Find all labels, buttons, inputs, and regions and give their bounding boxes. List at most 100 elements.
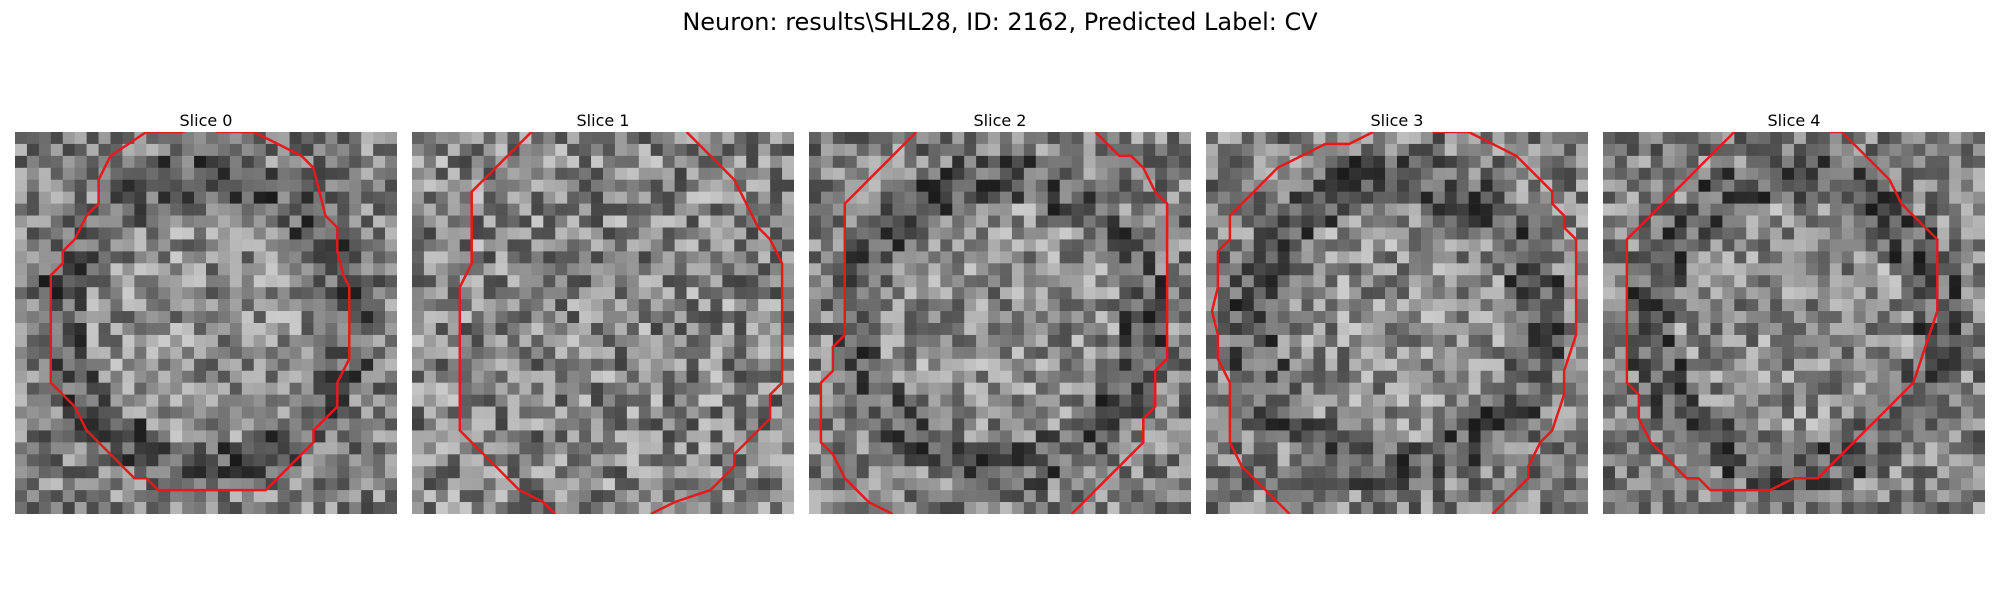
pixel [1770, 191, 1783, 204]
pixel [122, 263, 135, 276]
pixel [1829, 334, 1843, 348]
pixel [1937, 167, 1950, 181]
pixel [1397, 358, 1410, 372]
pixel [1805, 311, 1819, 324]
pixel [86, 263, 99, 276]
pixel [1794, 287, 1807, 300]
pixel [1504, 502, 1517, 514]
pixel [1083, 346, 1096, 360]
pixel [1397, 323, 1410, 336]
pixel [904, 418, 917, 431]
pixel [1131, 454, 1144, 467]
pixel [1373, 394, 1386, 407]
pixel [964, 406, 977, 419]
pixel [662, 132, 675, 145]
pixel [1059, 430, 1072, 443]
pixel [1229, 418, 1243, 431]
pixel [158, 394, 171, 407]
pixel [567, 179, 580, 192]
pixel [1206, 370, 1219, 383]
pixel [447, 179, 461, 192]
pixel [1385, 323, 1398, 336]
pixel [734, 155, 747, 169]
pixel [674, 430, 687, 443]
pixel [1662, 143, 1675, 157]
pixel [1782, 394, 1795, 407]
pixel [385, 263, 397, 276]
pixel [447, 132, 461, 145]
pixel [1710, 358, 1723, 372]
pixel [86, 418, 99, 431]
pixel [1385, 370, 1398, 383]
pixel [1686, 203, 1699, 216]
pixel [976, 478, 989, 491]
pixel [1865, 370, 1878, 383]
pixel [988, 490, 1001, 503]
pixel [507, 239, 520, 252]
pixel [1325, 382, 1338, 395]
slice-panel: Slice 4 [1603, 110, 1985, 514]
pixel [1877, 442, 1890, 455]
pixel [361, 418, 374, 431]
pixel [1456, 334, 1469, 348]
pixel [1722, 442, 1735, 455]
pixel [182, 251, 195, 264]
pixel [1468, 418, 1481, 431]
pixel [412, 406, 425, 419]
pixel [1444, 454, 1457, 467]
pixel [567, 299, 580, 312]
pixel [170, 442, 183, 455]
pixel [1540, 346, 1553, 360]
pixel [1229, 132, 1243, 145]
pixel [361, 311, 374, 324]
pixel [194, 394, 207, 407]
pixel [1782, 430, 1795, 443]
pixel [1841, 191, 1854, 204]
pixel [170, 382, 183, 395]
pixel [412, 179, 425, 192]
pixel [1179, 239, 1191, 252]
pixel [1444, 275, 1457, 288]
pixel [567, 382, 580, 395]
pixel [1516, 454, 1529, 467]
pixel [1758, 334, 1771, 348]
pixel [1576, 239, 1588, 252]
pixel [447, 263, 461, 276]
pixel [50, 251, 64, 264]
pixel [110, 299, 123, 312]
pixel [531, 311, 544, 324]
pixel [1516, 239, 1529, 252]
pixel [265, 466, 278, 479]
pixel [495, 215, 508, 228]
pixel [182, 155, 195, 169]
pixel [868, 143, 881, 157]
pixel [1241, 275, 1255, 288]
pixel [1961, 406, 1974, 419]
pixel [579, 143, 592, 157]
pixel [1385, 239, 1398, 252]
pixel [435, 311, 449, 324]
pixel [880, 430, 893, 443]
pixel [734, 287, 747, 300]
pixel [928, 478, 941, 491]
pixel [1722, 370, 1735, 383]
pixel [435, 394, 449, 407]
pixel [626, 239, 640, 252]
pixel [892, 215, 905, 228]
pixel [1047, 478, 1060, 491]
pixel [1456, 215, 1469, 228]
pixel [217, 406, 231, 419]
pixel [1420, 179, 1434, 192]
pixel [349, 215, 362, 228]
pixel [423, 394, 437, 407]
pixel [1023, 227, 1037, 240]
pixel [1337, 179, 1350, 192]
pixel [1349, 311, 1362, 324]
pixel [134, 466, 147, 479]
pixel [1626, 406, 1640, 419]
pixel [603, 370, 616, 383]
pixel [856, 442, 869, 455]
pixel [976, 263, 989, 276]
pixel [1614, 323, 1628, 336]
pixel [1961, 251, 1974, 264]
